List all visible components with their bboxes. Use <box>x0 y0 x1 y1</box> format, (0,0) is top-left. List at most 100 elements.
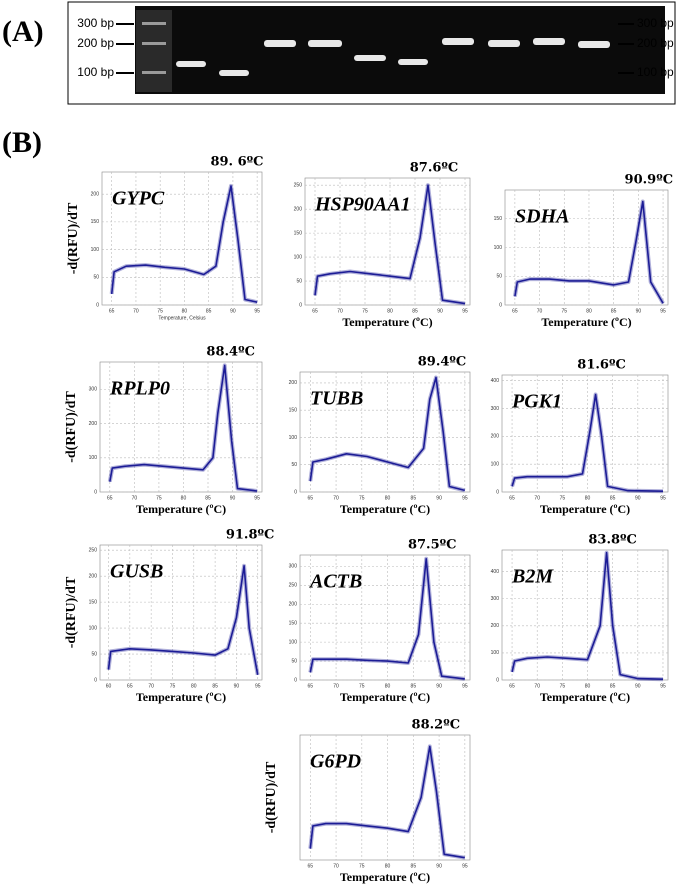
x-tick-label: 90 <box>436 495 442 501</box>
melt-curve <box>309 558 465 680</box>
y-tick-label: 0 <box>96 302 99 308</box>
x-tick-label: 95 <box>660 495 666 501</box>
x-tick-label: 60 <box>106 683 112 689</box>
x-tick-label: 75 <box>359 863 365 869</box>
x-tick-label: 85 <box>212 683 218 689</box>
x-tick-label: 70 <box>337 308 343 314</box>
x-tick-label: 90 <box>230 308 236 314</box>
y-tick-label: 300 <box>89 387 98 393</box>
x-tick-label: 65 <box>107 495 113 501</box>
gene-label: ACTB <box>308 571 362 593</box>
sample-bands <box>176 38 610 76</box>
plot-area <box>304 177 471 306</box>
plot-area <box>299 734 471 861</box>
y-tick-label: 0 <box>499 302 502 308</box>
peak-annotation: 89. 6ºC <box>210 155 263 170</box>
x-tick-label: 90 <box>635 683 641 689</box>
x-tick-label: 80 <box>385 863 391 869</box>
x-tick-label: 90 <box>234 683 240 689</box>
y-tick-label: 0 <box>294 489 297 495</box>
y-tick-label: 0 <box>496 677 499 683</box>
x-tick-label: 70 <box>333 863 339 869</box>
x-tick-label: 70 <box>534 495 540 501</box>
peak-annotation: 90.9ºC <box>625 173 674 188</box>
y-tick-label: 50 <box>93 275 99 281</box>
y-tick-label: 200 <box>91 191 100 197</box>
melt-curve <box>107 565 259 675</box>
y-tick-label: 150 <box>289 621 298 627</box>
peak-annotation: 88.2ºC <box>412 718 461 733</box>
melt-chart: 65 70 75 80 85 90 95 0 50 100 150 200 250 HSP90AA1 87.… <box>294 161 471 329</box>
y-tick-label: 200 <box>294 206 303 212</box>
x-tick-label: 80 <box>585 683 591 689</box>
y-tick-label: 200 <box>89 573 98 579</box>
gel <box>135 6 665 94</box>
x-tick-label: 80 <box>182 308 188 314</box>
y-axis-label: -d(RFU)/dT <box>66 202 81 274</box>
x-axis-label: Temperature (ºC) <box>541 315 631 329</box>
y-tick-label: 100 <box>491 650 500 656</box>
plot-area <box>299 371 471 493</box>
melt-chart: 65 70 75 80 85 90 95 0 100 200 300 RPLP0 88.4ºC Tempe… <box>64 345 263 516</box>
ladder-band <box>142 42 166 45</box>
x-tick-label: 70 <box>537 308 543 314</box>
melt-curve <box>511 551 664 680</box>
x-tick-label: 80 <box>385 683 391 689</box>
x-tick-label: 75 <box>359 683 365 689</box>
x-tick-label: 70 <box>133 308 139 314</box>
peak-annotation: 87.6ºC <box>410 161 459 176</box>
y-tick-label: 0 <box>94 489 97 495</box>
x-tick-label: 65 <box>509 495 515 501</box>
gene-label: SDHA <box>515 206 569 228</box>
band <box>354 55 386 61</box>
y-tick-label: 150 <box>89 599 98 605</box>
x-tick-label: 95 <box>462 683 468 689</box>
y-tick-label: 100 <box>494 245 503 251</box>
y-tick-label: 300 <box>491 406 500 412</box>
peak-annotation: 81.6ºC <box>577 358 626 373</box>
panel-a-label: (A) <box>2 15 44 48</box>
x-tick-label: 90 <box>436 863 442 869</box>
x-axis-label: Temperature, Celsius <box>158 315 206 321</box>
y-tick-label: 150 <box>494 216 503 222</box>
gene-label: GYPC <box>112 188 165 210</box>
band <box>488 40 520 47</box>
x-tick-label: 75 <box>560 683 566 689</box>
melt-chart: 60 65 70 75 80 85 90 95 0 50 100 150 200 250 GUSB 91.8º… <box>64 528 274 704</box>
x-tick-label: 75 <box>157 308 163 314</box>
x-tick-label: 85 <box>610 683 616 689</box>
x-tick-label: 80 <box>585 495 591 501</box>
y-tick-label: 200 <box>491 623 500 629</box>
melt-curve <box>109 364 258 492</box>
x-tick-label: 75 <box>156 495 162 501</box>
x-tick-label: 65 <box>308 683 314 689</box>
x-tick-label: 85 <box>610 495 616 501</box>
x-axis-label: Temperature (ºC) <box>340 870 430 884</box>
x-tick-label: 90 <box>635 495 641 501</box>
y-tick-label: 100 <box>89 455 98 461</box>
melt-curve <box>309 376 465 492</box>
y-axis-label: -d(RFU)/dT <box>64 391 79 463</box>
panel-b-label: (B) <box>2 126 42 159</box>
x-axis-label: Temperature (ºC) <box>136 502 226 516</box>
peak-annotation: 87.5ºC <box>408 538 457 553</box>
y-tick-label: 300 <box>491 596 500 602</box>
y-tick-label: 50 <box>91 651 97 657</box>
x-tick-label: 90 <box>437 308 443 314</box>
y-tick-label: 0 <box>294 677 297 683</box>
y-axis-label: -d(RFU)/dT <box>264 761 279 833</box>
y-tick-label: 100 <box>294 254 303 260</box>
peak-annotation: 91.8ºC <box>226 528 275 543</box>
y-axis-label: -d(RFU)/dT <box>64 576 79 648</box>
gene-label: B2M <box>511 566 554 588</box>
melt-chart: 65 70 75 80 85 90 95 0 50 100 150 SDHA 90.9ºC Tempera… <box>494 173 673 329</box>
y-tick-label: 100 <box>289 639 298 645</box>
peak-annotation: 88.4ºC <box>206 345 255 360</box>
melt-chart: 65 70 75 80 85 90 95 0 100 200 300 400 PGK1 81.6ºC Tem… <box>491 358 669 516</box>
x-tick-label: 75 <box>561 308 567 314</box>
melt-curve <box>514 200 664 304</box>
y-tick-label: 150 <box>294 230 303 236</box>
band <box>308 40 342 47</box>
x-tick-label: 80 <box>181 495 187 501</box>
x-tick-label: 85 <box>206 308 212 314</box>
